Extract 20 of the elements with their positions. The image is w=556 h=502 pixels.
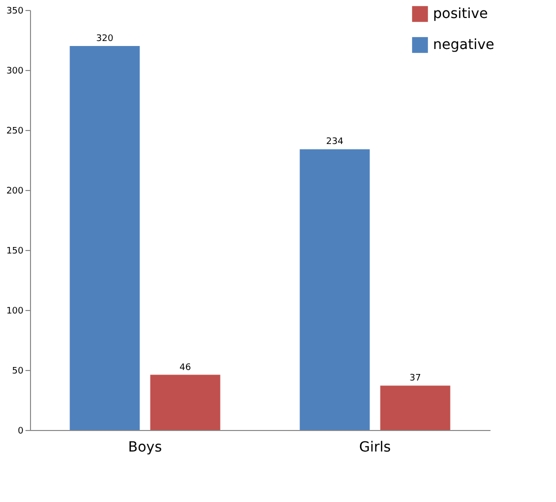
bar bbox=[70, 46, 140, 430]
y-tick-label: 300 bbox=[6, 66, 24, 76]
y-tick-label: 50 bbox=[12, 366, 24, 376]
data-label: 320 bbox=[96, 34, 114, 44]
y-tick-label: 350 bbox=[6, 6, 24, 16]
data-label: 37 bbox=[410, 374, 421, 384]
y-tick-label: 250 bbox=[6, 126, 24, 136]
bar bbox=[380, 386, 450, 430]
bar bbox=[150, 374, 220, 430]
y-tick-label: 0 bbox=[18, 426, 24, 436]
y-tick-label: 150 bbox=[6, 246, 24, 256]
bar bbox=[300, 149, 370, 430]
y-tick-label: 100 bbox=[6, 306, 24, 316]
legend-label: negative bbox=[433, 37, 494, 53]
legend-label: positive bbox=[433, 6, 488, 22]
x-tick-label: Boys bbox=[128, 440, 162, 456]
x-tick-label: Girls bbox=[359, 440, 391, 456]
data-label: 234 bbox=[326, 137, 344, 148]
y-tick-label: 200 bbox=[6, 186, 24, 196]
data-label: 46 bbox=[180, 362, 192, 373]
